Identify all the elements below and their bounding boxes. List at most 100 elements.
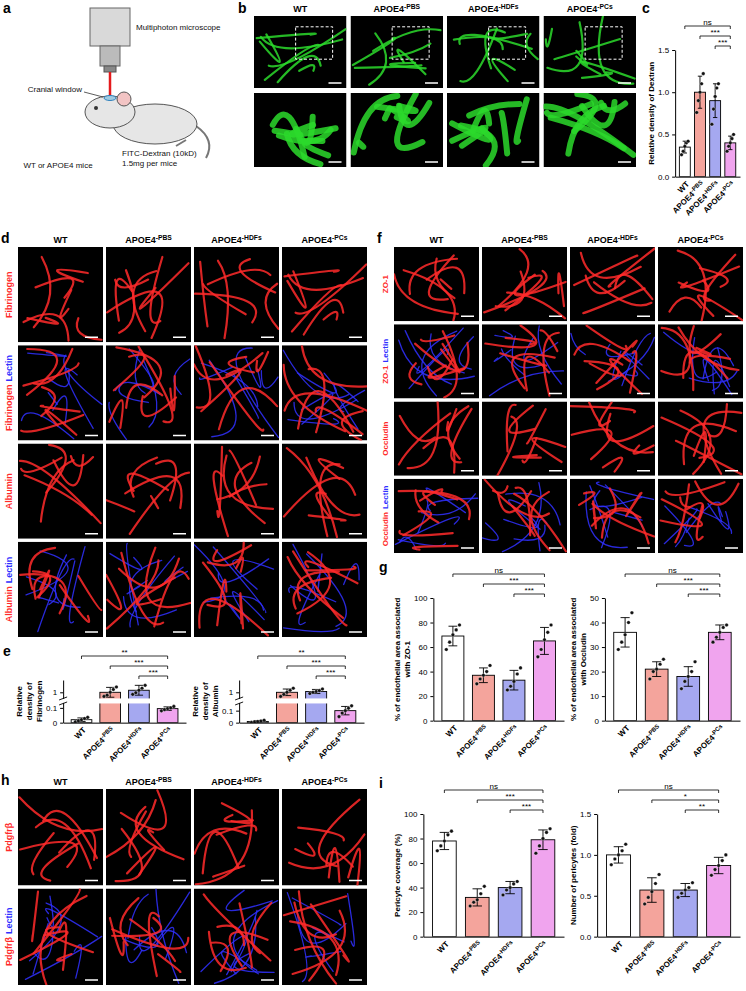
row-label: Pdgfrβ — [4, 822, 14, 851]
data-point — [140, 686, 144, 690]
micrograph-ground — [106, 444, 191, 539]
scale-bar — [85, 435, 98, 437]
texture — [634, 445, 654, 453]
significance-label: ns — [494, 566, 502, 575]
data-point — [617, 853, 621, 857]
label-part: WT — [436, 940, 451, 955]
texture — [296, 117, 312, 143]
error-bar — [440, 832, 449, 849]
data-point — [710, 874, 714, 878]
x-tick: APOE4-PBS — [622, 937, 658, 976]
micrograph — [482, 402, 567, 476]
data-point — [478, 677, 482, 681]
data-point — [488, 664, 492, 668]
micrograph-ground — [482, 479, 567, 553]
scale-bar — [549, 470, 562, 472]
micrograph-ground — [544, 16, 637, 88]
tick-mark — [60, 708, 63, 709]
texture — [41, 460, 74, 521]
micrograph — [194, 444, 279, 539]
data-point — [512, 882, 516, 886]
label-superscript: -PCs — [335, 725, 349, 739]
tick-mark — [420, 888, 423, 889]
tick-label: 1.5 — [580, 810, 592, 819]
texture — [531, 492, 549, 550]
texture — [109, 400, 123, 428]
label-part: APOE4 — [678, 235, 709, 245]
scale-bar — [522, 161, 535, 163]
scale-bar — [85, 880, 98, 882]
y-axis-title-line: density of — [25, 682, 34, 720]
x-tick: APOE4-HDFs — [284, 723, 323, 764]
data-point — [443, 839, 447, 843]
row-label-part: Fibrinogen — [4, 271, 14, 318]
micrograph-ground — [106, 889, 191, 986]
scale-bar — [329, 161, 342, 163]
texture — [230, 932, 268, 966]
row-label-part: Occludin — [381, 421, 390, 455]
row-label-part: Lectin — [381, 485, 390, 509]
x-tick: APOE4-PBS — [447, 937, 483, 976]
tick-mark — [672, 92, 675, 93]
scale-bar — [173, 979, 186, 981]
texture — [20, 574, 66, 613]
label-superscript: -PBS — [156, 234, 173, 241]
data-point — [475, 898, 479, 902]
panel-b: WTAPOE4-PBSAPOE4-HDFsAPOE4-PCs — [254, 3, 636, 167]
x-axis: WTAPOE4-PBSAPOE4-HDFsAPOE4-PCs — [424, 937, 565, 978]
label-superscript: -PBS — [467, 939, 481, 953]
texture — [32, 833, 54, 874]
texture — [144, 361, 157, 427]
tick-mark — [594, 814, 597, 815]
x-axis: WTAPOE4-PBSAPOE4-HDFsAPOE4-PCs — [434, 721, 565, 762]
label-superscript: -PBS — [473, 723, 487, 737]
y-axis-line — [675, 51, 676, 178]
data-point — [683, 888, 687, 892]
texture — [678, 327, 738, 370]
data-point — [468, 904, 472, 908]
significance-label: ** — [121, 648, 127, 657]
significance-label: ** — [298, 648, 304, 657]
data-point — [508, 886, 512, 890]
panel-letter: i — [379, 775, 383, 791]
scale-bar — [618, 82, 631, 84]
micrograph — [544, 16, 637, 88]
column-header: APOE4-PBS — [125, 234, 172, 245]
y-tick: 0 — [423, 717, 433, 726]
column-header: APOE4-HDFs — [587, 234, 638, 245]
texture — [196, 810, 252, 884]
axis-break-band — [237, 698, 366, 703]
tick-mark — [672, 50, 675, 51]
micrograph-ground — [658, 324, 743, 398]
scale-bar — [637, 470, 650, 472]
data-point — [485, 670, 489, 674]
error-bar — [283, 689, 291, 696]
label-superscript: -PBS — [641, 939, 655, 953]
column-header: WT — [54, 235, 68, 245]
texture — [607, 414, 653, 442]
data-point — [651, 670, 655, 674]
label-superscript: -HDFs — [618, 234, 638, 241]
plot-area — [606, 842, 730, 936]
micrograph-ground — [282, 444, 367, 539]
data-point — [519, 666, 523, 670]
data-point — [715, 86, 719, 90]
tick-mark — [420, 839, 423, 840]
data-point — [654, 882, 658, 886]
significance-label: ns — [668, 566, 676, 575]
error-bar — [684, 667, 693, 687]
tick-label: APOE4-PCs — [138, 725, 174, 761]
micrograph — [282, 345, 367, 440]
texture — [154, 571, 188, 626]
texture — [236, 558, 243, 572]
tick-label: 40 — [408, 884, 417, 893]
bar — [433, 841, 457, 937]
texture — [385, 108, 390, 118]
error-bar — [448, 626, 457, 646]
data-point — [501, 893, 505, 897]
data-point — [448, 640, 452, 644]
data-point — [347, 706, 351, 710]
micrograph-ground — [18, 889, 103, 986]
error-bar — [540, 627, 549, 654]
texture — [500, 353, 546, 365]
